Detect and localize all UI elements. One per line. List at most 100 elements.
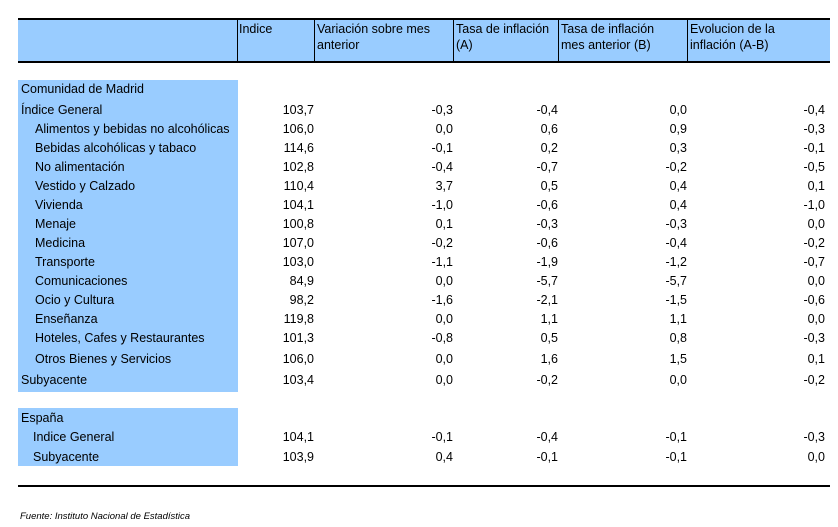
row-label: Ocio y Cultura [35, 293, 115, 307]
cell-tasa-b: 0,4 [669, 198, 687, 212]
table-row: Comunicaciones 84,9 0,0 -5,7 -5,7 0,0 [0, 272, 838, 291]
cell-variacion: -0,3 [431, 103, 453, 117]
cell-indice: 103,4 [282, 373, 314, 387]
cell-indice: 114,6 [283, 141, 314, 155]
row-label: Medicina [35, 236, 86, 250]
table-row: Indice General 104,1 -0,1 -0,4 -0,1 -0,3 [0, 428, 838, 447]
cell-tasa-a: -0,4 [536, 103, 558, 117]
cell-variacion: -0,1 [431, 430, 453, 444]
cell-evolucion: 0,0 [807, 217, 825, 231]
cell-indice: 106,0 [282, 122, 314, 136]
cell-evolucion: 0,0 [807, 450, 825, 464]
cell-variacion: 0,4 [435, 450, 453, 464]
header-indice: Indice [239, 22, 273, 36]
table-row: Enseñanza 119,8 0,0 1,1 1,1 0,0 [0, 310, 838, 329]
table-row: Transporte 103,0 -1,1 -1,9 -1,2 -0,7 [0, 253, 838, 272]
cell-indice: 110,4 [283, 179, 314, 193]
madrid-label-band [18, 80, 238, 392]
cell-variacion: -0,1 [431, 141, 453, 155]
cell-tasa-a: -1,9 [536, 255, 558, 269]
table-row: Otros Bienes y Servicios 106,0 0,0 1,6 1… [0, 350, 838, 369]
cell-tasa-a: 1,1 [540, 312, 558, 326]
cell-tasa-b: 0,9 [669, 122, 687, 136]
header-top-rule [18, 18, 830, 20]
cell-evolucion: -1,0 [803, 198, 825, 212]
cell-evolucion: -0,3 [803, 430, 825, 444]
cell-variacion: -0,8 [431, 331, 453, 345]
section-title-madrid: Comunidad de Madrid [21, 82, 144, 96]
cell-variacion: 0,0 [435, 312, 453, 326]
cell-tasa-a: -0,7 [536, 160, 558, 174]
cell-indice: 103,9 [282, 450, 314, 464]
cell-variacion: -1,0 [431, 198, 453, 212]
header-divider [687, 19, 688, 61]
cell-indice: 103,0 [282, 255, 314, 269]
cell-tasa-a: -0,6 [536, 236, 558, 250]
row-label: Bebidas alcohólicas y tabaco [35, 141, 197, 155]
cell-variacion: 0,0 [435, 352, 453, 366]
cell-evolucion: -0,2 [803, 373, 825, 387]
cell-indice: 102,8 [282, 160, 314, 174]
cell-tasa-a: 1,6 [540, 352, 558, 366]
cell-evolucion: -0,5 [803, 160, 825, 174]
table-row: Vivienda 104,1 -1,0 -0,6 0,4 -1,0 [0, 196, 838, 215]
cell-tasa-a: -0,4 [536, 430, 558, 444]
table-row: Bebidas alcohólicas y tabaco 114,6 -0,1 … [0, 139, 838, 158]
table-row: Medicina 107,0 -0,2 -0,6 -0,4 -0,2 [0, 234, 838, 253]
table-row: Alimentos y bebidas no alcohólicas 106,0… [0, 120, 838, 139]
table-bottom-rule [18, 485, 830, 487]
cell-variacion: -0,4 [431, 160, 453, 174]
table-row: Menaje 100,8 0,1 -0,3 -0,3 0,0 [0, 215, 838, 234]
cell-indice: 106,0 [282, 352, 314, 366]
cell-tasa-b: 0,0 [669, 373, 687, 387]
cell-tasa-a: -0,2 [536, 373, 558, 387]
cell-indice: 98,2 [289, 293, 314, 307]
cell-indice: 119,8 [283, 312, 314, 326]
row-label: Indice General [33, 430, 115, 444]
row-label: Subyacente [21, 373, 88, 387]
row-label: Transporte [35, 255, 95, 269]
cell-tasa-b: -1,2 [665, 255, 687, 269]
cell-tasa-b: -0,1 [665, 430, 687, 444]
cell-tasa-b: 1,1 [669, 312, 687, 326]
table-row: Ocio y Cultura 98,2 -1,6 -2,1 -1,5 -0,6 [0, 291, 838, 310]
cell-tasa-b: 0,0 [669, 103, 687, 117]
cell-indice: 104,1 [282, 430, 314, 444]
row-label: Menaje [35, 217, 76, 231]
row-label: Vivienda [35, 198, 83, 212]
header-bottom-rule [18, 61, 830, 63]
cell-evolucion: -0,3 [803, 331, 825, 345]
cell-evolucion: -0,2 [803, 236, 825, 250]
cell-indice: 104,1 [282, 198, 314, 212]
cell-tasa-b: -1,5 [665, 293, 687, 307]
cell-variacion: -1,6 [431, 293, 453, 307]
cell-variacion: 0,1 [435, 217, 453, 231]
cell-tasa-a: -0,6 [536, 198, 558, 212]
section-title-row: España [0, 409, 838, 428]
cell-tasa-a: -5,7 [536, 274, 558, 288]
cell-indice: 101,3 [282, 331, 314, 345]
row-label: Otros Bienes y Servicios [35, 352, 172, 366]
table-row: No alimentación 102,8 -0,4 -0,7 -0,2 -0,… [0, 158, 838, 177]
cell-evolucion: 0,0 [807, 312, 825, 326]
cell-evolucion: 0,1 [807, 179, 825, 193]
cell-indice: 84,9 [289, 274, 314, 288]
cell-variacion: -1,1 [431, 255, 453, 269]
cell-tasa-a: 0,5 [540, 179, 558, 193]
cell-evolucion: 0,1 [807, 352, 825, 366]
source-note: Fuente: Instituto Nacional de Estadístic… [20, 511, 191, 522]
table-row: Vestido y Calzado 110,4 3,7 0,5 0,4 0,1 [0, 177, 838, 196]
cell-tasa-b: -0,3 [665, 217, 687, 231]
cell-variacion: 3,7 [435, 179, 453, 193]
row-label: Alimentos y bebidas no alcohólicas [35, 122, 230, 136]
cell-tasa-a: 0,5 [540, 331, 558, 345]
table-header-band [18, 19, 830, 61]
row-label: Enseñanza [35, 312, 98, 326]
cell-tasa-b: 1,5 [669, 352, 687, 366]
cell-tasa-b: -0,2 [665, 160, 687, 174]
cell-tasa-a: -0,1 [536, 450, 558, 464]
cell-variacion: 0,0 [435, 373, 453, 387]
cell-evolucion: -0,7 [803, 255, 825, 269]
cell-evolucion: -0,3 [803, 122, 825, 136]
table-row: Índice General 103,7 -0,3 -0,4 0,0 -0,4 [0, 101, 838, 120]
